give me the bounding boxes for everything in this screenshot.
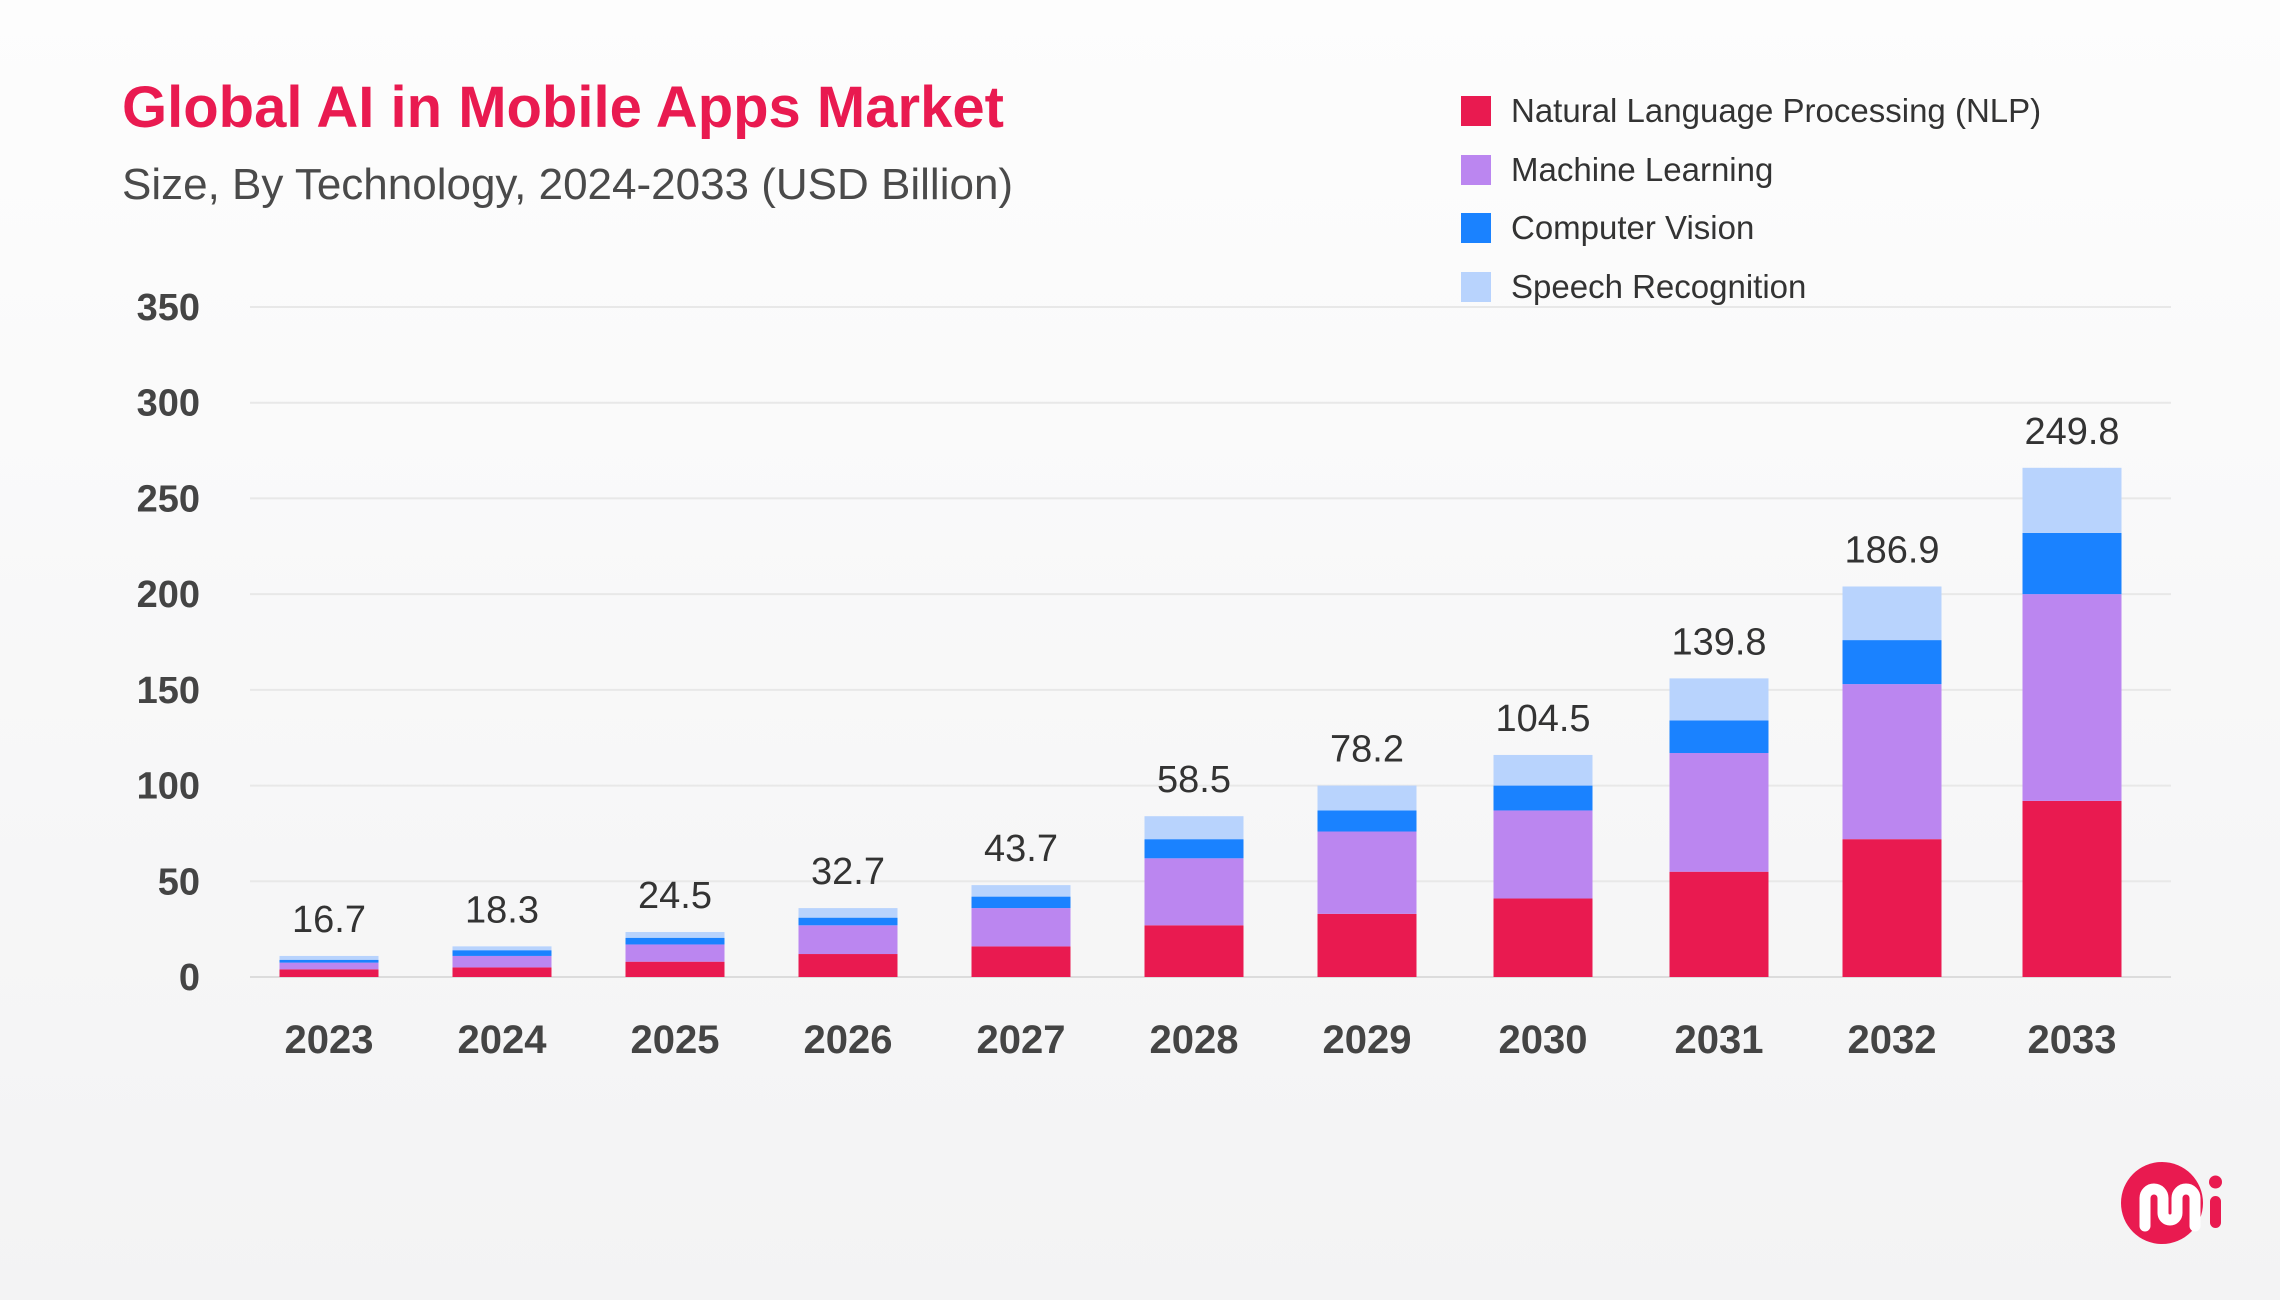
bar-segment bbox=[625, 932, 725, 938]
bar-segment bbox=[798, 917, 898, 926]
x-tick-label: 2024 bbox=[458, 1018, 548, 1062]
bar-segment bbox=[1317, 913, 1417, 977]
x-tick-label: 2030 bbox=[1499, 1018, 1588, 1062]
data-label: 186.9 bbox=[1844, 529, 1939, 571]
bar-segment bbox=[971, 908, 1071, 947]
legend-item: Natural Language Processing (NLP) bbox=[1461, 82, 2041, 141]
y-tick-label: 250 bbox=[137, 478, 200, 520]
legend-swatch bbox=[1461, 96, 1491, 127]
bar-segment bbox=[1842, 640, 1942, 685]
bar-segment bbox=[1669, 753, 1769, 872]
chart-title: Global AI in Mobile Apps Market bbox=[122, 75, 1004, 140]
legend-item: Machine Learning bbox=[1461, 141, 2041, 200]
bar-segment bbox=[1493, 754, 1593, 786]
bar-segment bbox=[2022, 467, 2122, 533]
y-tick-label: 350 bbox=[137, 287, 200, 329]
y-tick-label: 0 bbox=[179, 957, 200, 999]
bar-segment bbox=[279, 955, 379, 960]
legend-label: Speech Recognition bbox=[1511, 267, 1807, 305]
bar-segment bbox=[625, 937, 725, 945]
legend-item: Computer Vision bbox=[1461, 199, 2041, 258]
legend-label: Machine Learning bbox=[1511, 150, 1774, 188]
bar-segment bbox=[1493, 810, 1593, 899]
data-label: 104.5 bbox=[1495, 698, 1590, 740]
bar-segment bbox=[1842, 586, 1942, 641]
x-tick-label: 2023 bbox=[285, 1018, 374, 1062]
legend: Natural Language Processing (NLP) Machine… bbox=[1461, 82, 2041, 316]
data-label: 249.8 bbox=[2024, 411, 2119, 453]
bar-segment bbox=[971, 885, 1071, 897]
x-tick-label: 2026 bbox=[804, 1018, 893, 1062]
bar-segment bbox=[452, 950, 552, 956]
bar-segment bbox=[1669, 678, 1769, 721]
legend-swatch bbox=[1461, 154, 1491, 185]
bar-segment bbox=[1317, 785, 1417, 811]
bar-segment bbox=[1317, 831, 1417, 914]
x-tick-label: 2025 bbox=[631, 1018, 720, 1062]
bar-segment bbox=[1669, 720, 1769, 754]
bar-segment bbox=[625, 944, 725, 962]
bar-segment bbox=[1144, 839, 1244, 859]
bar-segment bbox=[1669, 871, 1769, 977]
brand-logo bbox=[2121, 1162, 2222, 1244]
data-label: 58.5 bbox=[1157, 759, 1231, 801]
bar-segment bbox=[279, 969, 379, 977]
y-tick-label: 100 bbox=[137, 766, 200, 808]
chart-subtitle: Size, By Technology, 2024-2033 (USD Bill… bbox=[122, 160, 1014, 209]
bar-segment bbox=[1144, 925, 1244, 977]
bar-segment bbox=[452, 967, 552, 977]
data-label: 16.7 bbox=[292, 899, 366, 941]
data-label: 78.2 bbox=[1330, 729, 1404, 771]
bar-segment bbox=[2022, 532, 2122, 595]
x-tick-label: 2033 bbox=[2028, 1018, 2117, 1062]
legend-swatch bbox=[1461, 271, 1491, 302]
bar-segment bbox=[452, 946, 552, 951]
legend-label: Computer Vision bbox=[1511, 209, 1755, 247]
bar-segment bbox=[1493, 898, 1593, 977]
bar-segment bbox=[971, 946, 1071, 977]
bar-segment bbox=[279, 959, 379, 963]
data-label: 32.7 bbox=[811, 851, 885, 893]
x-tick-label: 2029 bbox=[1323, 1018, 1412, 1062]
bar-segment bbox=[2022, 800, 2122, 977]
bar-segment bbox=[1493, 785, 1593, 811]
y-tick-label: 300 bbox=[137, 383, 200, 425]
y-tick-label: 50 bbox=[158, 861, 200, 903]
bar-segment bbox=[625, 961, 725, 977]
y-tick-label: 200 bbox=[137, 574, 200, 616]
data-label: 43.7 bbox=[984, 828, 1058, 870]
bar-segment bbox=[798, 954, 898, 977]
bar-segment bbox=[798, 925, 898, 955]
bar-segment bbox=[1144, 816, 1244, 840]
bar-segment bbox=[2022, 594, 2122, 801]
bar-segment bbox=[279, 962, 379, 970]
x-tick-label: 2028 bbox=[1150, 1018, 1239, 1062]
data-label: 24.5 bbox=[638, 875, 712, 917]
legend-label: Natural Language Processing (NLP) bbox=[1511, 92, 2042, 130]
bar-segment bbox=[1842, 839, 1942, 977]
bar-segment bbox=[452, 955, 552, 968]
data-label: 18.3 bbox=[465, 889, 539, 931]
bar-segment bbox=[1317, 810, 1417, 832]
bar-segment bbox=[1144, 858, 1244, 926]
legend-item: Speech Recognition bbox=[1461, 258, 2041, 317]
bar-segment bbox=[798, 908, 898, 918]
x-tick-label: 2032 bbox=[1848, 1018, 1937, 1062]
bar-segment bbox=[1842, 684, 1942, 840]
x-tick-label: 2031 bbox=[1675, 1018, 1764, 1062]
bar-segment bbox=[971, 896, 1071, 909]
data-label: 139.8 bbox=[1671, 621, 1766, 663]
y-tick-label: 150 bbox=[137, 670, 200, 712]
x-tick-label: 2027 bbox=[977, 1018, 1066, 1062]
legend-swatch bbox=[1461, 213, 1491, 244]
